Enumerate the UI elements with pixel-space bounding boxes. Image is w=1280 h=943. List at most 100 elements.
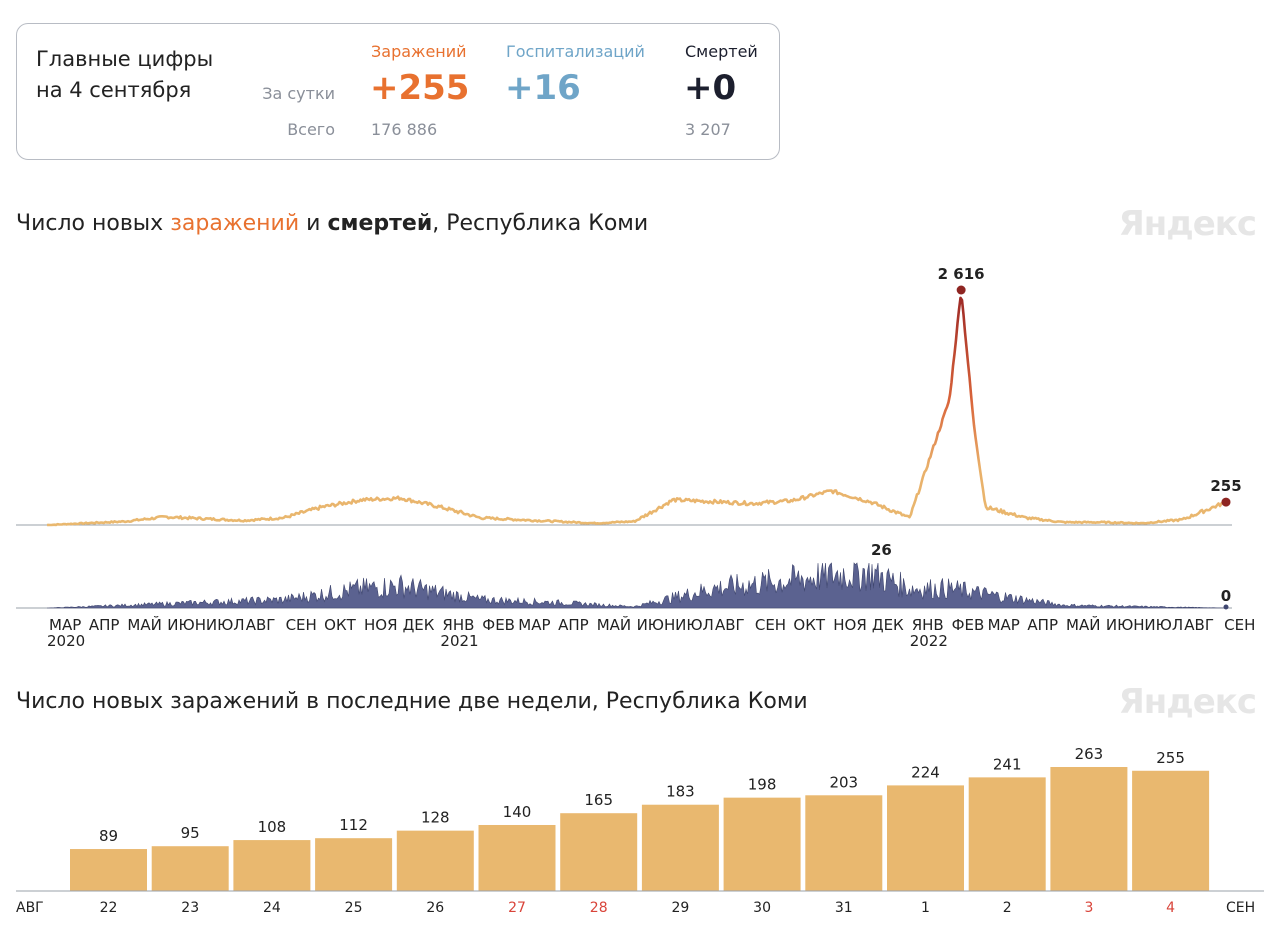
bar — [396, 830, 474, 891]
month-tick-label: ИЮЛ — [675, 616, 714, 634]
bar-category-label: 26 — [426, 900, 444, 916]
deaths-last-point — [1223, 604, 1229, 610]
bar-category-label: 22 — [100, 900, 118, 916]
infections-peak-label: 2 616 — [938, 265, 985, 283]
bar-category-label: 30 — [753, 900, 771, 916]
bar — [641, 804, 719, 891]
bar-value-label: 183 — [666, 783, 695, 801]
yandex-logo: Яндекс — [1118, 682, 1257, 722]
chart1-title-infections: заражений — [170, 211, 300, 236]
summary-headline-line1: Главные цифры — [36, 47, 214, 71]
month-tick-label: ДЕК — [872, 616, 904, 634]
bar-category-label: 23 — [181, 900, 199, 916]
month-tick-label: НОЯ — [833, 616, 867, 634]
col-infections-total: 176 886 — [371, 120, 438, 139]
month-tick-label: СЕН — [755, 616, 786, 634]
month-tick-label: МАЙ — [1066, 615, 1100, 634]
bar-value-label: 108 — [258, 818, 287, 836]
bar-category-label: 25 — [345, 900, 363, 916]
bar — [1132, 770, 1210, 891]
bar-value-label: 203 — [829, 773, 858, 791]
year-tick-label: 2021 — [440, 632, 478, 650]
month-tick-label: МАР — [49, 616, 81, 634]
bar-value-label: 255 — [1156, 749, 1185, 767]
bar — [151, 846, 229, 891]
deaths-peak-label: 26 — [871, 541, 892, 559]
bar-value-label: 165 — [584, 791, 613, 809]
month-tick-label: ДЕК — [403, 616, 435, 634]
bar — [887, 785, 964, 891]
month-tick-label: МАЙ — [127, 615, 161, 634]
month-tick-label: ЯНВ — [442, 616, 474, 634]
month-tick-label: ОКТ — [324, 616, 356, 634]
month-tick-label: ИЮН — [637, 616, 676, 634]
infections-series-line — [46, 296, 1227, 527]
chart1-title-deaths: смертей — [327, 211, 433, 236]
infections-last-label: 255 — [1210, 477, 1241, 495]
month-tick-label: ИЮН — [1106, 616, 1145, 634]
chart1-title-part: и — [299, 211, 328, 236]
bar — [478, 824, 556, 891]
bar-value-label: 263 — [1075, 745, 1104, 763]
bar-category-label: 24 — [263, 900, 281, 916]
bar-value-label: 198 — [748, 776, 777, 794]
month-tick-label: АПР — [558, 616, 589, 634]
bar-axis-end-label: СЕН — [1226, 900, 1255, 916]
bar-category-label: 27 — [508, 900, 526, 916]
bar-category-label: 31 — [835, 900, 853, 916]
bar-value-label: 140 — [503, 803, 532, 821]
infections-last-point — [1221, 497, 1231, 507]
yandex-logo: Яндекс — [1118, 204, 1257, 244]
bar-category-label: 29 — [671, 900, 689, 916]
chart1-title-part: Число новых — [16, 211, 171, 236]
summary-headline-line2: на 4 сентября — [36, 78, 192, 102]
month-tick-label: АВГ — [715, 616, 745, 634]
chart1-title-region: , Республика Коми — [432, 211, 649, 236]
col-infections-label: Заражений — [371, 42, 467, 61]
col-hospital-label: Госпитализаций — [506, 42, 645, 61]
month-tick-label: МАР — [988, 616, 1020, 634]
chart2-title: Число новых заражений в последние две не… — [16, 689, 808, 714]
bar-category-label: 2 — [1003, 900, 1012, 916]
chart1-title: Число новых заражений и смертей, Республ… — [16, 211, 648, 236]
summary-card: Главные цифры на 4 сентября За сутки Все… — [16, 23, 780, 160]
row-label-daily: За сутки — [262, 84, 335, 103]
bar — [723, 797, 801, 891]
infections-peak-point — [956, 285, 966, 295]
bar — [315, 838, 393, 891]
year-tick-label: 2020 — [47, 632, 85, 650]
month-tick-label: НОЯ — [364, 616, 398, 634]
col-infections-daily: +255 — [370, 68, 470, 108]
month-tick-label: СЕН — [286, 616, 317, 634]
bar-value-label: 89 — [99, 827, 118, 845]
bar-category-label: 4 — [1166, 900, 1175, 916]
bar-value-label: 95 — [181, 824, 200, 842]
bar-value-label: 112 — [339, 816, 368, 834]
month-tick-label: ИЮЛ — [1144, 616, 1183, 634]
bar — [968, 777, 1046, 891]
year-tick-label: 2022 — [910, 632, 948, 650]
month-tick-label: ИЮЛ — [206, 616, 245, 634]
row-label-total: Всего — [287, 120, 335, 139]
bar-value-label: 128 — [421, 809, 450, 827]
month-tick-label: АВГ — [1184, 616, 1214, 634]
month-tick-label: СЕН — [1224, 616, 1255, 634]
month-tick-label: ФЕВ — [952, 616, 985, 634]
bar — [70, 849, 147, 891]
bar — [233, 840, 311, 891]
month-tick-label: ОКТ — [793, 616, 825, 634]
month-tick-label: АПР — [89, 616, 120, 634]
bar-value-label: 224 — [911, 763, 940, 781]
summary-headline: Главные цифры на 4 сентября — [36, 44, 256, 106]
bar-axis-start-label: АВГ — [16, 900, 44, 916]
month-tick-label: МАР — [518, 616, 550, 634]
col-deaths-daily: +0 — [684, 68, 737, 108]
deaths-last-label: 0 — [1221, 587, 1231, 605]
col-hospital-daily: +16 — [505, 68, 581, 108]
bar-category-label: 28 — [590, 900, 608, 916]
bar — [1050, 767, 1128, 891]
month-tick-label: АПР — [1027, 616, 1058, 634]
month-tick-label: АВГ — [246, 616, 276, 634]
